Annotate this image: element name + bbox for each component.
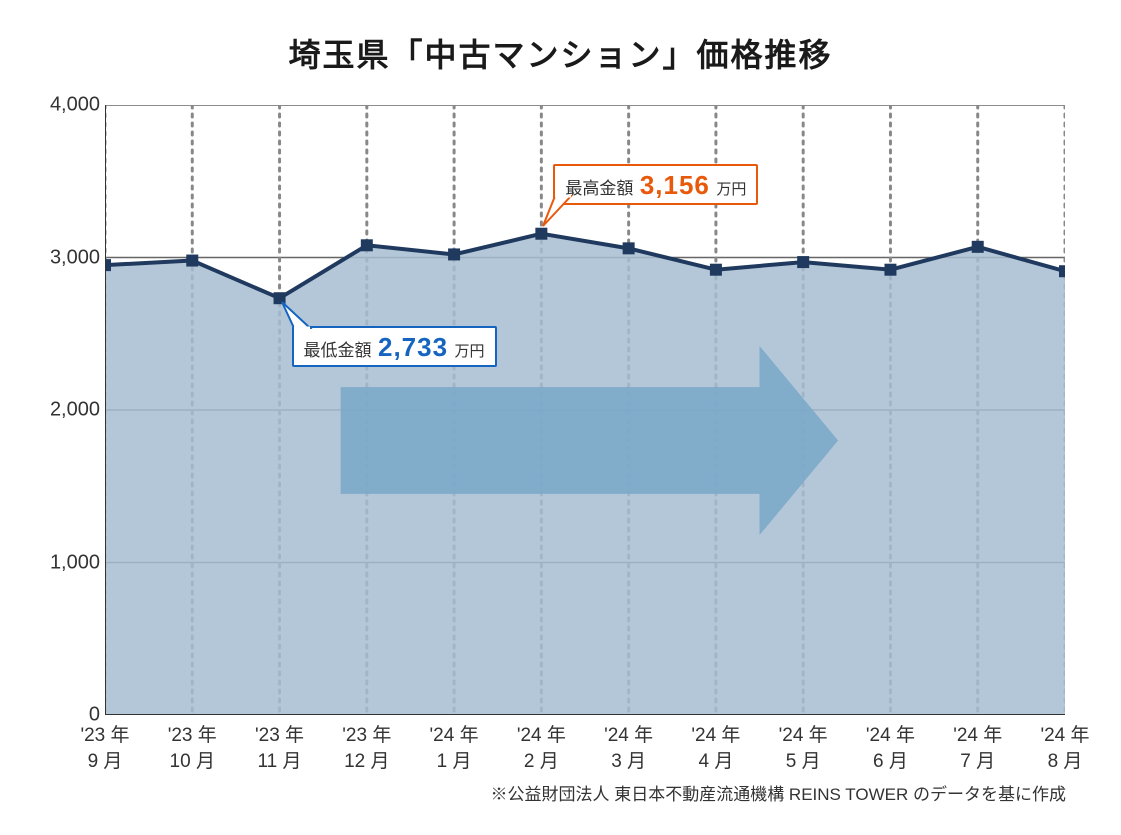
x-tick-label: '24 年4 月 [676, 723, 756, 774]
x-tick-label: '24 年1 月 [414, 723, 494, 774]
chart-container: 埼玉県「中古マンション」価格推移 01,0002,0003,0004,000 '… [0, 0, 1121, 835]
chart-title: 埼玉県「中古マンション」価格推移 [0, 30, 1121, 76]
x-tick-label: '23 年12 月 [327, 723, 407, 774]
x-tick-label: '23 年11 月 [240, 723, 320, 774]
x-axis-labels: '23 年9 月'23 年10 月'23 年11 月'23 年12 月'24 年… [105, 723, 1065, 783]
x-tick-label: '23 年10 月 [152, 723, 232, 774]
y-tick-label: 3,000 [50, 246, 100, 269]
callout-min: 最低金額 2,733 万円 [292, 326, 497, 367]
callout-min-label: 最低金額 [304, 341, 372, 360]
x-tick-label: '24 年8 月 [1025, 723, 1105, 774]
y-tick-label: 1,000 [50, 551, 100, 574]
chart-area: 01,0002,0003,0004,000 '23 年9 月'23 年10 月'… [105, 105, 1065, 715]
callout-min-value: 2,733 [378, 332, 448, 362]
x-tick-label: '24 年2 月 [501, 723, 581, 774]
callout-min-unit: 万円 [455, 343, 485, 360]
y-tick-label: 2,000 [50, 399, 100, 422]
x-tick-label: '24 年5 月 [763, 723, 843, 774]
x-tick-label: '24 年7 月 [938, 723, 1018, 774]
callout-max-value: 3,156 [640, 170, 710, 200]
y-axis-labels: 01,0002,0003,0004,000 [35, 105, 100, 715]
callout-max: 最高金額 3,156 万円 [553, 164, 758, 205]
callout-max-tail [539, 196, 579, 236]
x-tick-label: '24 年6 月 [850, 723, 930, 774]
y-tick-label: 4,000 [50, 94, 100, 117]
x-tick-label: '23 年9 月 [65, 723, 145, 774]
callout-min-tail [278, 298, 318, 338]
x-tick-label: '24 年3 月 [589, 723, 669, 774]
footnote: ※公益財団法人 東日本不動産流通機構 REINS TOWER のデータを基に作成 [490, 780, 1066, 805]
callout-max-unit: 万円 [716, 181, 746, 198]
